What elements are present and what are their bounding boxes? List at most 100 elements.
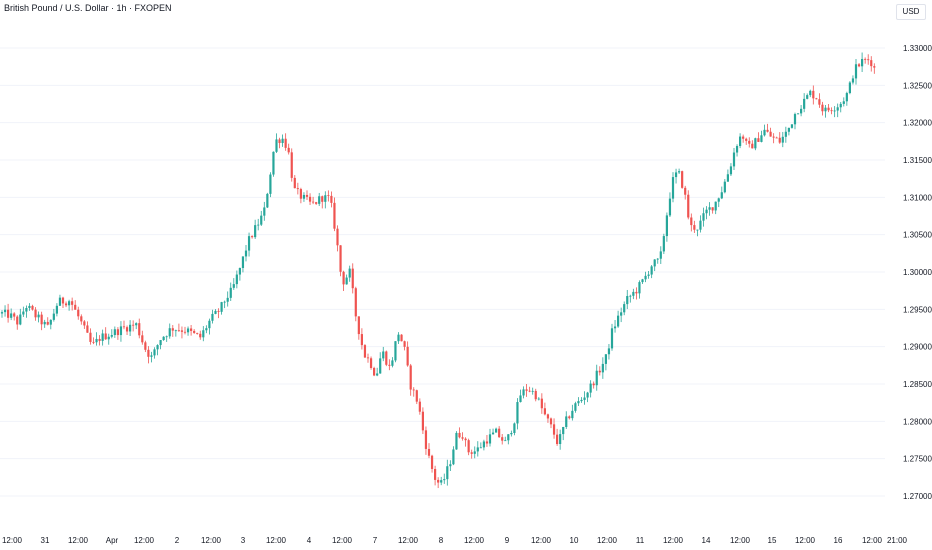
candle-up: [580, 399, 583, 402]
candle-up: [257, 224, 260, 226]
candle-down: [13, 313, 16, 317]
candle-up: [19, 314, 22, 325]
candle-up: [263, 207, 266, 216]
candle-down: [125, 327, 129, 332]
candle-down: [388, 364, 391, 366]
candle-up: [162, 336, 165, 341]
x-tick-label: 12:00: [597, 536, 618, 545]
candle-up: [211, 313, 214, 321]
candle-down: [321, 196, 324, 202]
candle-up: [205, 328, 208, 331]
x-tick-label: 8: [439, 536, 444, 545]
candle-up: [58, 297, 62, 306]
candle-up: [589, 383, 592, 393]
candle-up: [302, 194, 306, 199]
y-tick-label: 1.28500: [903, 380, 932, 389]
candle-down: [34, 309, 37, 318]
candle-down: [467, 440, 470, 453]
candle-up: [796, 113, 800, 115]
candle-down: [71, 301, 74, 305]
candle-up: [324, 195, 327, 202]
candle-up: [674, 172, 678, 178]
candle-down: [369, 358, 373, 368]
candle-down: [339, 245, 342, 272]
y-tick-label: 1.27500: [903, 455, 932, 464]
candle-down: [742, 136, 745, 139]
candle-down: [867, 59, 870, 61]
candle-up: [699, 220, 702, 230]
candle-up: [495, 428, 498, 433]
candle-down: [80, 316, 83, 322]
x-tick-label: 12:00: [795, 536, 816, 545]
candle-up: [613, 326, 617, 329]
candle-down: [74, 304, 77, 310]
x-tick-label: 12:00: [266, 536, 287, 545]
candle-down: [77, 309, 80, 317]
currency-badge[interactable]: USD: [896, 4, 926, 20]
candle-down: [757, 138, 760, 142]
candle-up: [95, 338, 98, 343]
candle-up: [787, 127, 790, 132]
candle-up: [52, 313, 55, 320]
candle-up: [620, 312, 623, 316]
candle-up: [202, 330, 205, 338]
candle-down: [104, 333, 107, 340]
candle-up: [0, 312, 4, 314]
candle-up: [391, 360, 394, 366]
candle-up: [739, 136, 742, 147]
candle-down: [363, 345, 367, 358]
candle-down: [217, 310, 220, 312]
candle-up: [174, 330, 177, 332]
candle-up: [607, 348, 611, 355]
candle-down: [385, 351, 388, 365]
candle-down: [92, 341, 95, 343]
x-tick-label: 12:00: [531, 536, 552, 545]
candle-down: [7, 309, 10, 318]
candle-up: [656, 258, 659, 260]
candle-up: [854, 64, 858, 79]
candle-down: [293, 177, 296, 189]
candle-up: [662, 236, 665, 252]
candle-down: [525, 389, 528, 391]
candle-down: [485, 441, 489, 444]
chart-title: British Pound / U.S. Dollar · 1h · FXOPE…: [4, 3, 172, 13]
candle-up: [186, 328, 190, 333]
candle-down: [815, 98, 818, 100]
candle-up: [559, 434, 562, 445]
candle-up: [708, 207, 711, 210]
candle-up: [714, 201, 717, 211]
x-tick-label: 12:00: [663, 536, 684, 545]
candle-down: [196, 332, 199, 334]
candle-down: [141, 335, 144, 343]
x-tick-label: 31: [41, 536, 50, 545]
candle-down: [64, 303, 68, 306]
x-tick-label: 12:00: [730, 536, 751, 545]
candle-up: [617, 315, 620, 327]
candle-up: [135, 323, 138, 326]
candle-up: [659, 251, 662, 259]
candle-up: [479, 447, 482, 449]
candle-down: [528, 390, 531, 392]
candle-up: [790, 124, 794, 128]
candle-up: [214, 310, 217, 314]
candle-down: [501, 437, 504, 441]
candle-down: [373, 367, 376, 376]
candle-down: [190, 328, 193, 331]
candle-down: [418, 401, 421, 412]
candle-up: [861, 58, 864, 67]
candle-up: [153, 349, 156, 356]
candle-down: [748, 140, 751, 144]
candle-up: [784, 131, 787, 137]
candle-up: [626, 296, 629, 305]
candle-up: [119, 326, 123, 336]
candle-up: [260, 215, 263, 225]
candle-down: [312, 201, 315, 203]
candle-up: [574, 403, 577, 411]
candle-down: [458, 432, 461, 438]
candle-up: [507, 434, 510, 441]
candle-down: [16, 316, 19, 325]
x-tick-label: 7: [373, 536, 378, 545]
candle-up: [668, 198, 672, 216]
candle-down: [132, 324, 135, 326]
